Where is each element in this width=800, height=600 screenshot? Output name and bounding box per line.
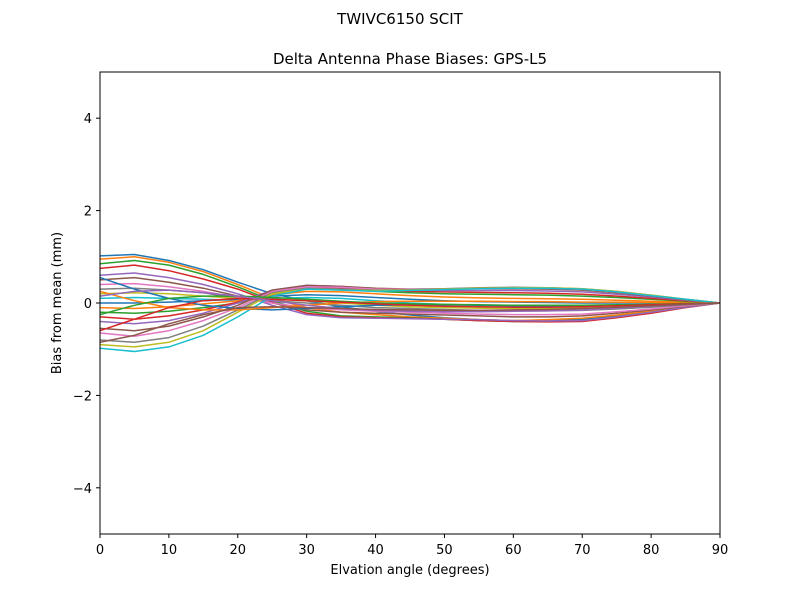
series-line-25 bbox=[100, 289, 720, 313]
series-line-6 bbox=[100, 276, 720, 318]
x-tick-label: 90 bbox=[712, 543, 729, 558]
x-tick-label: 80 bbox=[643, 543, 660, 558]
x-tick-label: 50 bbox=[436, 543, 453, 558]
series-line-7 bbox=[100, 282, 720, 316]
series-line-1 bbox=[100, 253, 720, 322]
x-tick-label: 10 bbox=[161, 543, 178, 558]
x-tick-label: 60 bbox=[505, 543, 522, 558]
series-line-5 bbox=[100, 272, 720, 322]
x-tick-label: 70 bbox=[574, 543, 591, 558]
y-tick-label: −4 bbox=[73, 482, 92, 497]
y-axis: −4 −2 0 2 4 bbox=[73, 112, 100, 497]
series-line-26 bbox=[100, 302, 720, 344]
series-layer bbox=[100, 253, 720, 353]
x-tick-label: 0 bbox=[96, 543, 104, 558]
y-tick-label: −2 bbox=[73, 389, 92, 404]
y-tick-label: 2 bbox=[84, 205, 92, 220]
series-line-2 bbox=[100, 256, 720, 322]
series-line-20 bbox=[100, 287, 720, 353]
x-axis-label: Elvation angle (degrees) bbox=[330, 563, 489, 578]
series-line-24 bbox=[100, 297, 720, 332]
chart-suptitle: TWIVC6150 SCIT bbox=[336, 10, 464, 28]
series-line-12 bbox=[100, 290, 720, 310]
x-tick-label: 20 bbox=[230, 543, 247, 558]
series-line-13 bbox=[100, 288, 720, 314]
x-tick-label: 40 bbox=[367, 543, 384, 558]
chart-title: Delta Antenna Phase Biases: GPS-L5 bbox=[273, 50, 547, 68]
y-axis-label: Bias from mean (mm) bbox=[50, 232, 65, 374]
y-tick-label: 0 bbox=[84, 297, 92, 312]
x-tick-label: 30 bbox=[298, 543, 315, 558]
series-line-23 bbox=[100, 295, 720, 316]
series-line-22 bbox=[100, 290, 720, 311]
x-axis: 0 10 20 30 40 50 60 70 80 90 bbox=[96, 534, 728, 558]
y-tick-label: 4 bbox=[84, 112, 92, 127]
